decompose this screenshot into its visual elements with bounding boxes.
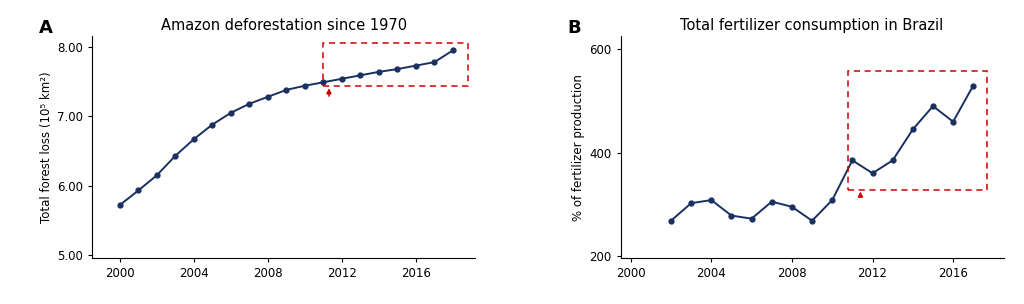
Y-axis label: % of fertilizer production: % of fertilizer production	[572, 74, 585, 221]
Text: B: B	[567, 19, 581, 37]
Bar	[848, 71, 987, 190]
Title: Total fertilizer consumption in Brazil: Total fertilizer consumption in Brazil	[680, 18, 944, 33]
Y-axis label: Total forest loss (10⁵ km²): Total forest loss (10⁵ km²)	[40, 72, 53, 223]
Bar	[324, 43, 468, 86]
Title: Amazon deforestation since 1970: Amazon deforestation since 1970	[161, 18, 407, 33]
Text: A: A	[39, 19, 52, 37]
